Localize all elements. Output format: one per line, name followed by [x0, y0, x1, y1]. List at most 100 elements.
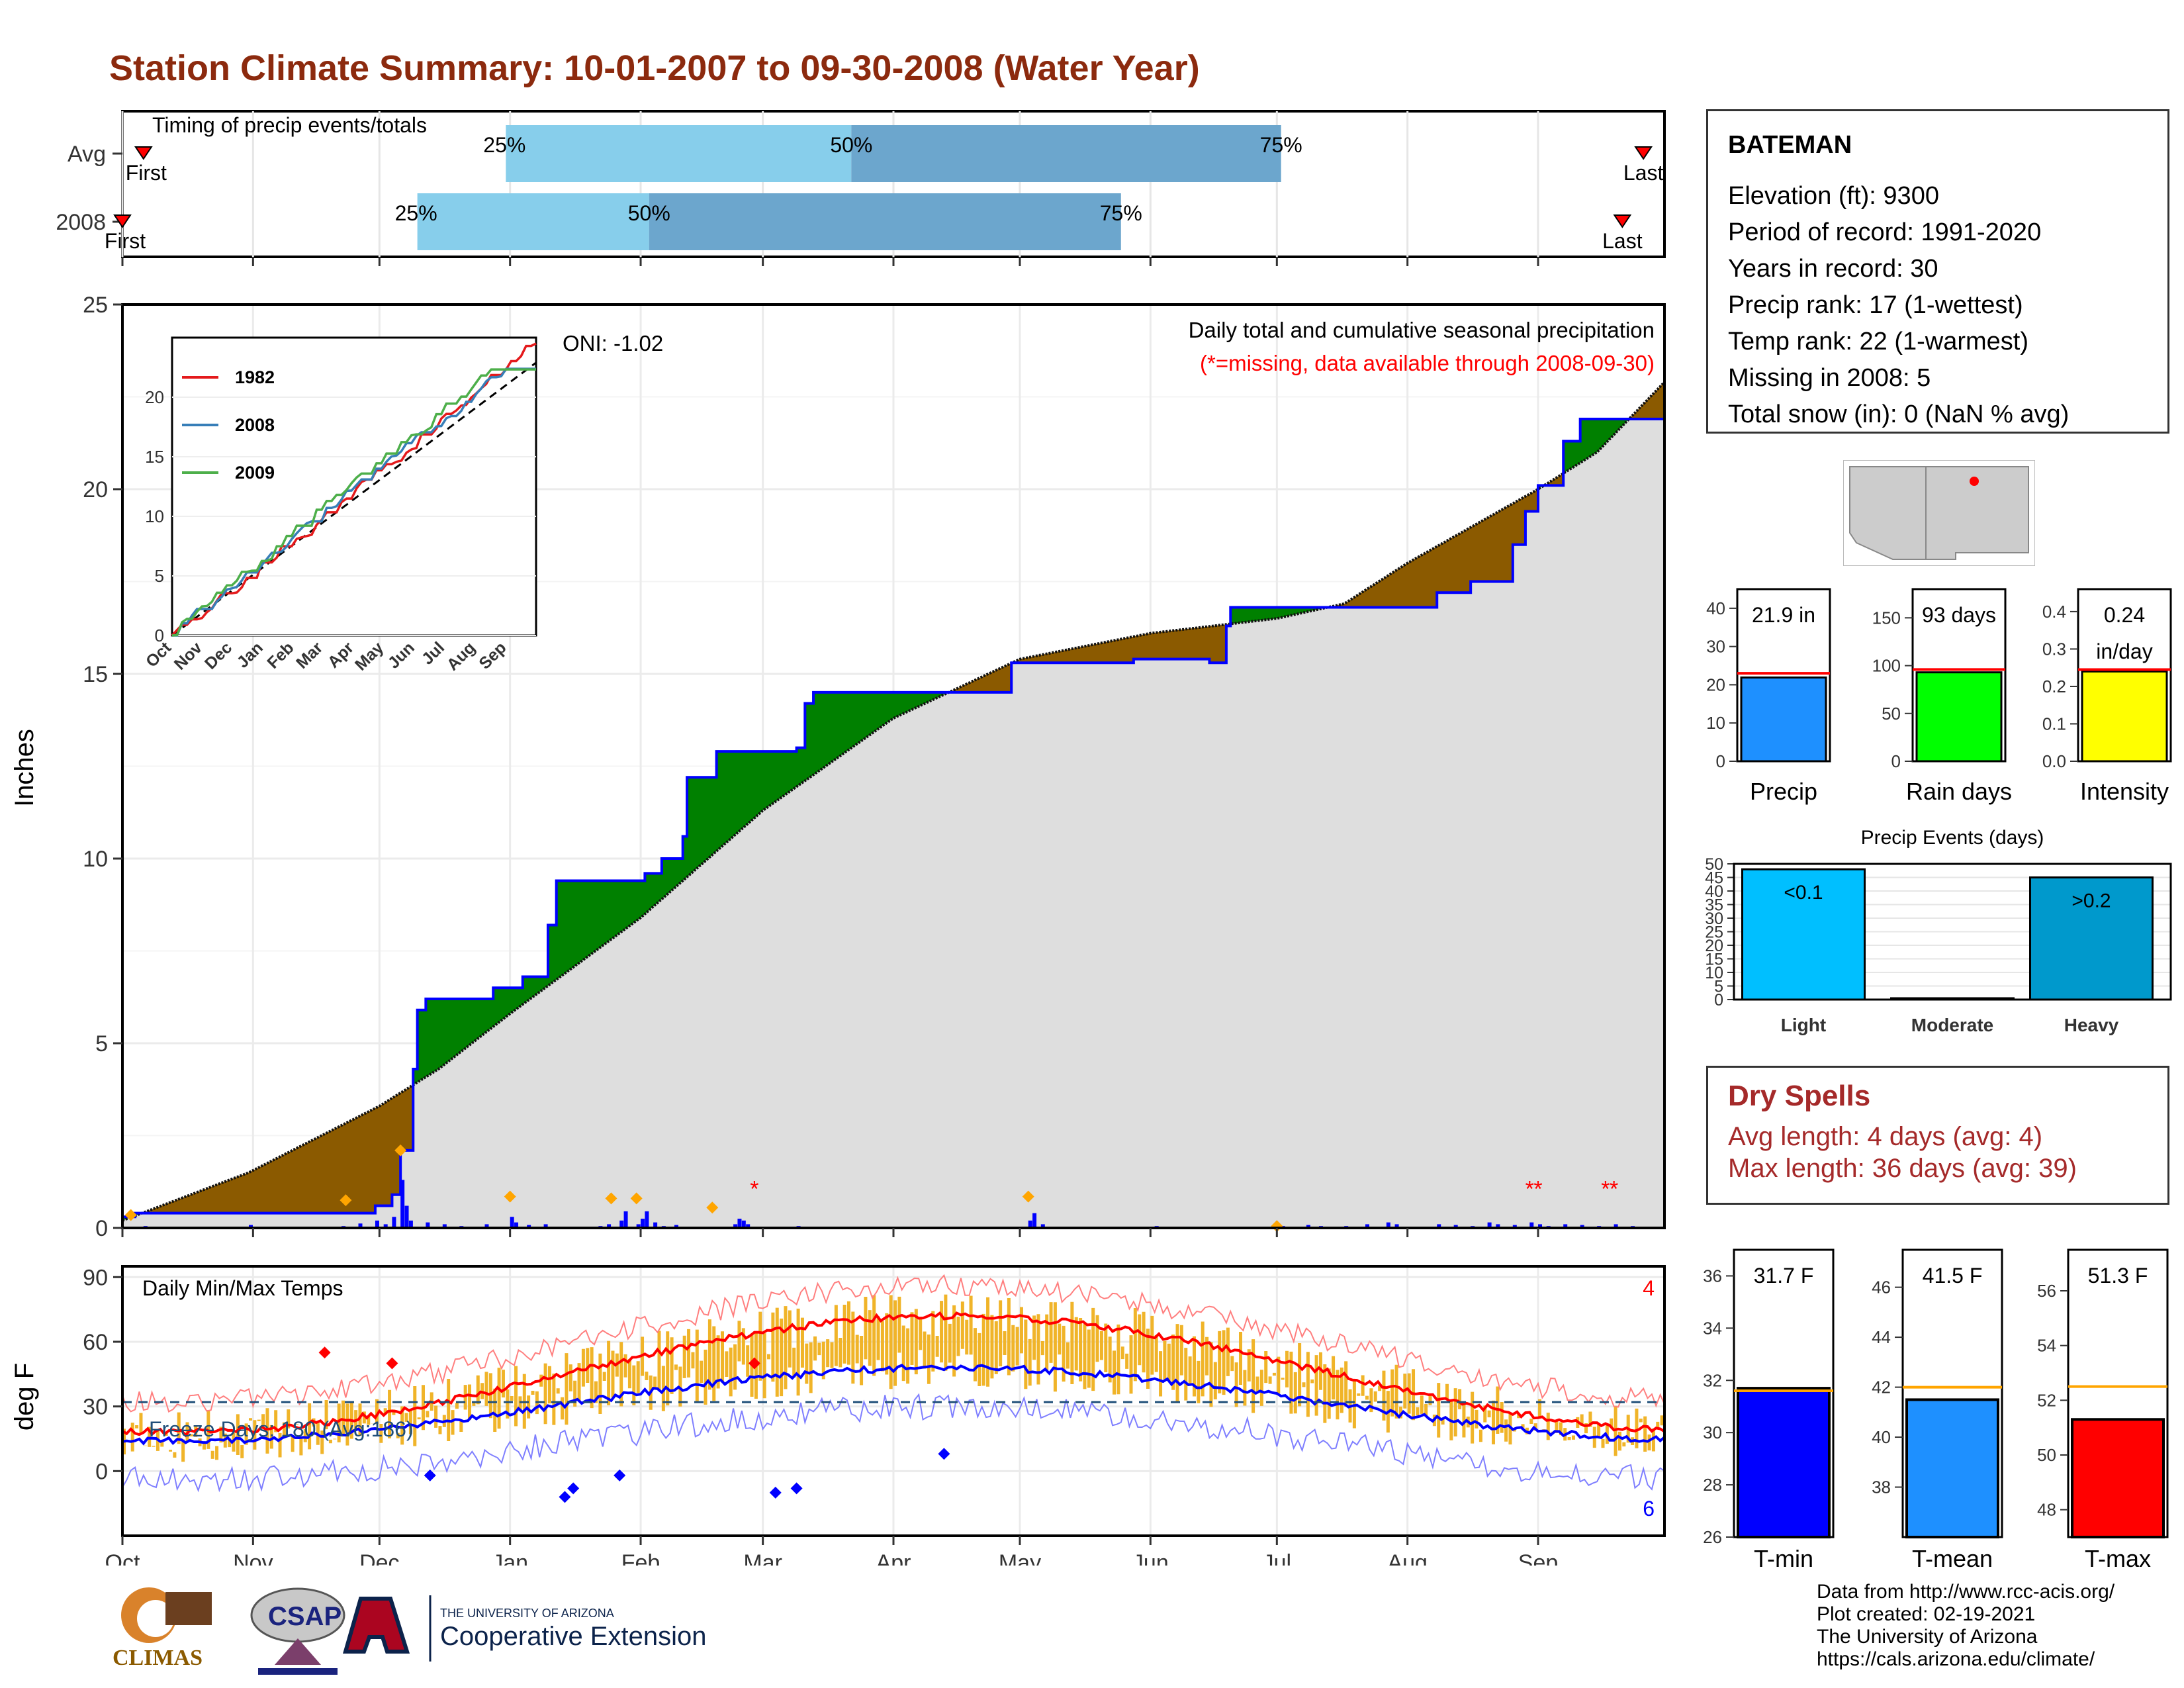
daily-precip-bar: [619, 1220, 624, 1228]
timing-label: Timing of precip events/totals: [152, 113, 427, 137]
month-label: Feb: [621, 1550, 660, 1566]
tsum-y-tick-label: 28: [1703, 1475, 1722, 1495]
daily-precip-bar: [733, 1224, 738, 1228]
tsum-y-tick-label: 40: [1872, 1427, 1891, 1447]
precip-y-tick-label: 25: [83, 293, 108, 318]
timing-q50-label: 50%: [830, 133, 872, 157]
station-info-box: BATEMAN Elevation (ft): 9300 Period of r…: [1706, 109, 2169, 434]
precip-missing-caption: (*=missing, data available through 2008-…: [1200, 351, 1655, 375]
normal-cumulative-line: [122, 381, 1666, 1222]
summary-value-unit: in/day: [2096, 639, 2152, 663]
daily-precip-bar: [607, 1224, 612, 1228]
tsum-y-tick-label: 30: [1703, 1423, 1722, 1442]
station-years: Years in record: 30: [1728, 255, 1938, 283]
tsum-y-tick-label: 42: [1872, 1378, 1891, 1397]
month-label: Jan: [492, 1550, 528, 1566]
events-category-label: Light: [1781, 1015, 1826, 1035]
precip-y-axis-label: Inches: [10, 729, 39, 807]
tsum-value-bar: [2071, 1418, 2165, 1538]
summary-y-tick-label: 0: [1716, 751, 1725, 771]
dry-max-length: Max length: 36 days (avg: 39): [1728, 1154, 2077, 1183]
timing-q25-label: 25%: [395, 201, 437, 225]
csap-label: CSAP: [268, 1602, 341, 1631]
summary-y-tick-label: 0.1: [2042, 714, 2066, 733]
tsum-y-tick-label: 32: [1703, 1370, 1722, 1390]
daily-precip-bar: [1028, 1220, 1032, 1228]
missing-data-marker: *: [1610, 1177, 1618, 1202]
precip-y-tick-label: 0: [95, 1216, 108, 1241]
record-low-marker: [938, 1448, 950, 1460]
record-low-marker: [559, 1491, 571, 1503]
month-label: Sep: [1518, 1550, 1559, 1566]
station-precip-rank: Precip rank: 17 (1-wettest): [1728, 291, 2023, 319]
daily-precip-bar: [641, 1219, 645, 1228]
daily-precip-bar: [1496, 1224, 1500, 1228]
ua-top-label: THE UNIVERSITY OF ARIZONA: [440, 1607, 614, 1620]
station-temp-rank: Temp rank: 22 (1-warmest): [1728, 328, 2029, 355]
temp-y-axis-label: deg F: [10, 1363, 39, 1430]
tsum-value-bar: [1905, 1398, 1999, 1538]
station-snow: Total snow (in): 0 (NaN % avg): [1728, 400, 2070, 428]
summary-y-tick-label: 20: [1706, 675, 1725, 694]
daily-precip-bar: [645, 1211, 649, 1228]
temp-panel-label: Daily Min/Max Temps: [142, 1276, 343, 1300]
inset-y-tick-label: 20: [145, 387, 164, 407]
tsum-y-tick-label: 36: [1703, 1266, 1722, 1286]
month-label: May: [999, 1550, 1041, 1566]
summary-value-label: 21.9 in: [1752, 603, 1815, 627]
record-low-marker: [567, 1482, 580, 1495]
credit-data-source: Data from http://www.rcc-acis.org/: [1817, 1581, 2115, 1603]
large-event-marker: [340, 1194, 352, 1207]
timing-first-label: First: [105, 229, 146, 253]
locator-map: [1843, 460, 2035, 566]
daily-precip-bar: [1580, 1225, 1584, 1228]
freeze-days-label: Freeze Days: 180 (Avg:186): [149, 1417, 414, 1441]
inset-y-tick-label: 10: [145, 506, 164, 526]
summary-y-tick-label: 100: [1872, 656, 1901, 676]
credit-university: The University of Arizona: [1817, 1626, 2038, 1648]
inset-series-line-2008: [172, 367, 536, 637]
inset-legend-label: 2008: [235, 415, 275, 435]
daily-precip-bar: [746, 1224, 751, 1228]
missing-data-marker: *: [750, 1177, 758, 1202]
events-y-tick-label: 0: [1714, 991, 1723, 1009]
timing-row-label: 2008: [56, 210, 106, 235]
summary-value-label: 93 days: [1922, 603, 1996, 627]
events-y-tick-label: 45: [1705, 869, 1723, 888]
daily-precip-bar: [400, 1180, 405, 1228]
month-label: Apr: [876, 1550, 911, 1566]
daily-precip-bar: [527, 1225, 531, 1228]
large-event-marker: [1022, 1190, 1034, 1203]
daily-precip-bar: [1538, 1224, 1543, 1228]
summary-bars: 0 10 20 30 40 21.9 in Precip 0 50 100 150 93 days Ra…: [1706, 588, 2172, 805]
daily-precip-bar: [1032, 1213, 1037, 1228]
timing-first-marker: [113, 214, 132, 228]
timing-panel: Timing of precip events/totals Avg 25% 50% 7…: [56, 110, 1666, 266]
station-period: Period of record: 1991-2020: [1728, 218, 2042, 246]
tsum-y-tick-label: 48: [2037, 1500, 2056, 1520]
daily-precip-bar: [426, 1222, 430, 1228]
timing-last-label: Last: [1623, 161, 1664, 185]
dry-spells-box: Dry Spells Avg length: 4 days (avg: 4) M…: [1706, 1066, 2169, 1205]
timing-bar-q50-q75: [649, 193, 1121, 250]
csap-logo: CSAP: [250, 1587, 345, 1675]
dry-avg-length: Avg length: 4 days (avg: 4): [1728, 1122, 2043, 1151]
tsum-category-label: T-min: [1754, 1545, 1813, 1569]
record-low-marker: [790, 1482, 803, 1495]
events-y-tick-label: 40: [1705, 882, 1723, 901]
record-high-marker: [386, 1357, 398, 1370]
daily-precip-bar: [653, 1222, 658, 1228]
summary-y-tick-label: 30: [1706, 637, 1725, 657]
temp-y-tick-label: 0: [95, 1459, 108, 1484]
climas-logo: CLIMAS: [113, 1587, 212, 1670]
timing-first-label: First: [126, 161, 167, 185]
credits: Data from http://www.rcc-acis.org/ Plot …: [1817, 1581, 2115, 1671]
summary-value-bar: [1740, 676, 1827, 763]
inset-series-line-2009: [171, 368, 536, 637]
missing-data-marker: *: [1525, 1177, 1534, 1202]
events-y-tick-label: 30: [1705, 910, 1723, 928]
ua-logo: THE UNIVERSITY OF ARIZONA Cooperative Ex…: [343, 1595, 706, 1662]
timing-bar-q25-q50: [506, 125, 852, 182]
daily-precip-bar: [392, 1217, 396, 1228]
month-label: Mar: [743, 1550, 782, 1566]
